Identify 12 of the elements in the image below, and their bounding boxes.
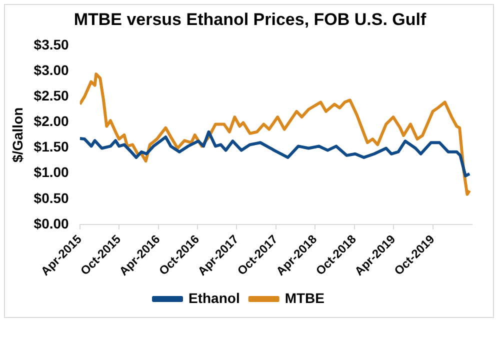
y-tick-label: $1.50 [34, 138, 70, 155]
y-tick-label: $2.50 [34, 87, 70, 104]
y-tick-label: $0.50 [34, 190, 70, 206]
y-tick-label: $2.00 [34, 113, 70, 130]
chart-title: MTBE versus Ethanol Prices, FOB U.S. Gulf [72, 10, 428, 30]
y-axis-title: $/Gallon [9, 107, 26, 163]
y-tick-label: $1.00 [34, 164, 70, 180]
y-tick-label: $3.00 [34, 62, 70, 78]
y-tick-label: $0.00 [34, 215, 70, 232]
legend-label: MTBE [284, 290, 325, 306]
legend-label: Ethanol [188, 290, 240, 306]
y-tick-label: $3.50 [34, 36, 70, 52]
